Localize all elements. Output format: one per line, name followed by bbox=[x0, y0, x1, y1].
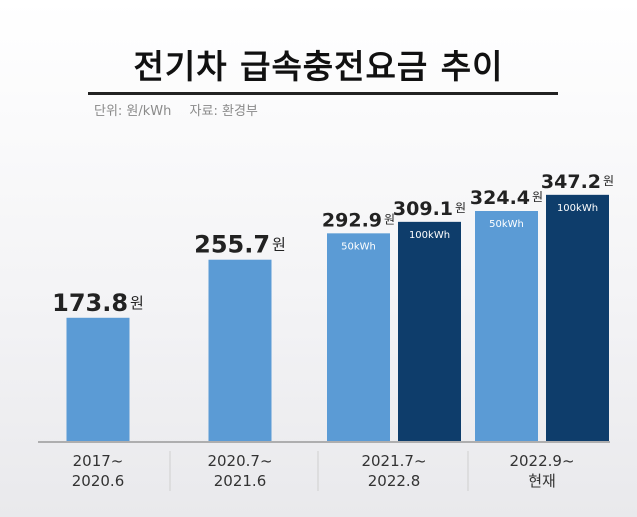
tier-label-4: 50kWh bbox=[489, 219, 524, 230]
category-dividers bbox=[169, 451, 469, 491]
category-label-3-line1: 2022.9~ bbox=[509, 452, 574, 470]
source-note: 자료: 환경부 bbox=[189, 104, 258, 119]
chart-notes: 단위: 원/kWh 자료: 환경부 bbox=[94, 100, 258, 119]
value-unit: 원 bbox=[532, 190, 543, 204]
category-label-2-line2: 2022.8 bbox=[368, 472, 421, 490]
category-label-0-line2: 2020.6 bbox=[72, 472, 125, 490]
category-labels: 2017~ 2020.6 2020.7~ 2021.6 2021.7~ 2022.8 202… bbox=[72, 452, 575, 490]
value-label-4: 324.4 원 bbox=[470, 187, 543, 209]
value-number: 173.8 bbox=[52, 289, 128, 317]
value-unit: 원 bbox=[603, 174, 614, 188]
title-underline bbox=[88, 92, 558, 95]
value-label-1: 255.7 원 bbox=[194, 231, 286, 259]
value-unit: 원 bbox=[130, 294, 144, 312]
bar-0 bbox=[66, 317, 130, 441]
tier-label-2: 50kWh bbox=[341, 241, 376, 252]
chart-title: 전기차 급속충전요금 추이 bbox=[133, 47, 504, 86]
category-label-2-line1: 2021.7~ bbox=[361, 452, 426, 470]
category-label-1-line2: 2021.6 bbox=[214, 472, 267, 490]
value-label-3: 309.1 원 bbox=[393, 198, 466, 220]
value-label-2: 292.9 원 bbox=[322, 209, 395, 231]
value-unit: 원 bbox=[455, 201, 466, 215]
value-label-5: 347.2 원 bbox=[541, 171, 614, 193]
category-label-1-line1: 2020.7~ bbox=[207, 452, 272, 470]
bar-4 bbox=[475, 211, 538, 441]
value-number: 309.1 bbox=[393, 198, 453, 220]
bar-2 bbox=[327, 233, 390, 441]
category-label-0-line1: 2017~ bbox=[73, 452, 124, 470]
bars-layer bbox=[66, 194, 609, 441]
value-number: 292.9 bbox=[322, 209, 382, 231]
tier-label-5: 100kWh bbox=[557, 203, 598, 214]
value-number: 324.4 bbox=[470, 187, 530, 209]
value-unit: 원 bbox=[384, 212, 395, 226]
value-number: 255.7 bbox=[194, 231, 270, 259]
value-unit: 원 bbox=[272, 236, 286, 254]
unit-note: 단위: 원/kWh bbox=[94, 104, 172, 119]
value-number: 347.2 bbox=[541, 171, 601, 193]
bar-1 bbox=[208, 259, 272, 441]
bar-5 bbox=[546, 194, 609, 441]
bar-3 bbox=[398, 221, 461, 441]
tier-label-3: 100kWh bbox=[409, 230, 450, 241]
category-label-3-line2: 현재 bbox=[528, 472, 556, 490]
value-label-0: 173.8 원 bbox=[52, 289, 144, 317]
